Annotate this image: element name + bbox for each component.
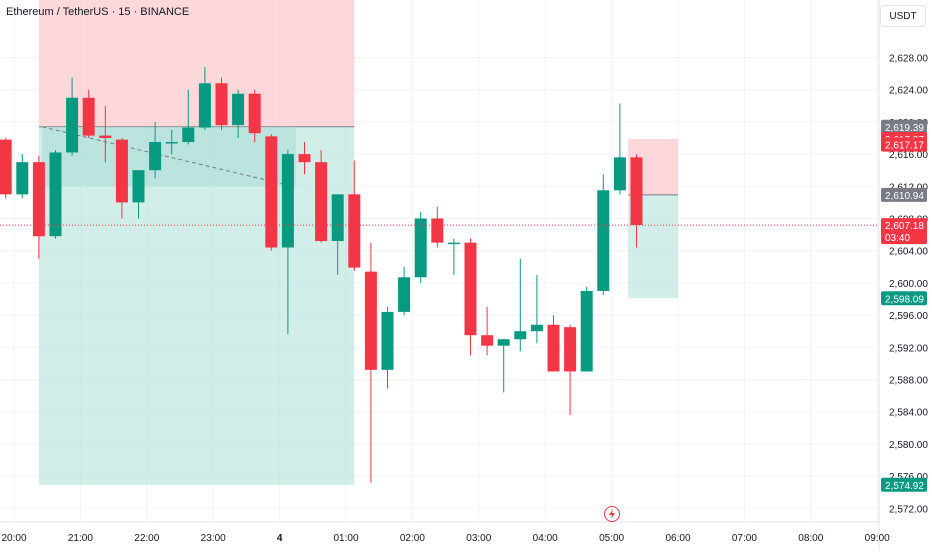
y-tick-label: 2,624.00 (889, 86, 928, 97)
x-tick-label: 03:00 (466, 533, 491, 544)
x-tick-label: 05:00 (599, 533, 624, 544)
candle-body[interactable] (49, 152, 62, 237)
candle-body[interactable] (232, 93, 245, 126)
candle-body[interactable] (16, 162, 29, 195)
x-tick-label: 06:00 (665, 533, 690, 544)
price-label-badge (881, 137, 927, 152)
candle-body[interactable] (564, 327, 577, 372)
price-label-text: 2,598.09 (885, 294, 924, 305)
candle-body[interactable] (364, 271, 377, 370)
candle-body[interactable] (298, 154, 311, 163)
symbol-title[interactable]: Ethereum / TetherUS · 15 · BINANCE (6, 6, 190, 18)
y-tick-label: 2,604.00 (889, 247, 928, 258)
candle-body[interactable] (182, 127, 195, 143)
y-tick-label: 2,584.00 (889, 408, 928, 419)
price-label-badge (881, 119, 927, 134)
candle-body[interactable] (348, 194, 361, 268)
x-tick-label: 02:00 (400, 533, 425, 544)
price-label-badge (881, 477, 927, 492)
candle-body[interactable] (82, 97, 95, 136)
x-tick-label: 04:00 (533, 533, 558, 544)
lightning-icon-glyph (609, 509, 615, 519)
price-label-badge (881, 218, 927, 245)
x-tick-label: 07:00 (732, 533, 757, 544)
price-label-text: 2,574.92 (885, 481, 924, 492)
x-tick-label: 20:00 (1, 533, 26, 544)
candle-body[interactable] (331, 194, 344, 242)
y-tick-label: 2,576.00 (889, 472, 928, 483)
price-label-text: 2,617.17 (885, 141, 924, 152)
candle-body[interactable] (149, 142, 162, 171)
currency-button[interactable]: USDT (880, 5, 926, 27)
y-tick-label: 2,612.00 (889, 182, 928, 193)
take-profit-zone[interactable] (38, 126, 355, 485)
y-tick-label: 2,628.00 (889, 54, 928, 65)
x-tick-label: 01:00 (333, 533, 358, 544)
candle-body[interactable] (99, 135, 112, 138)
price-label-badge (881, 187, 927, 202)
candle-body[interactable] (398, 277, 411, 312)
price-label-text: 2,610.94 (885, 191, 924, 202)
y-tick-label: 2,572.00 (889, 504, 928, 515)
candle-body[interactable] (248, 93, 261, 134)
y-tick-label: 2,580.00 (889, 440, 928, 451)
candle-body[interactable] (630, 157, 643, 225)
x-tick-label: 4 (277, 533, 283, 544)
candle-body[interactable] (215, 83, 228, 126)
candle-body[interactable] (115, 139, 128, 203)
candle-body[interactable] (132, 170, 145, 203)
candle-body[interactable] (597, 190, 610, 291)
y-tick-label: 2,600.00 (889, 279, 928, 290)
y-tick-label: 2,588.00 (889, 376, 928, 387)
candle-body[interactable] (530, 324, 543, 332)
candle-body[interactable] (0, 139, 12, 195)
filled-profit-zone (42, 126, 297, 187)
price-label-text: 2,607.18 (885, 221, 924, 232)
candle-body[interactable] (315, 162, 328, 242)
x-tick-label: 21:00 (68, 533, 93, 544)
trade-path-line (42, 126, 293, 187)
candle-body[interactable] (431, 218, 444, 243)
candle-body[interactable] (32, 162, 45, 237)
x-tick-label: 09:00 (865, 533, 890, 544)
candle-body[interactable] (481, 335, 494, 346)
candle-body[interactable] (265, 136, 278, 248)
price-label-badge (881, 291, 927, 306)
candle-body[interactable] (66, 97, 79, 153)
candle-body[interactable] (447, 242, 460, 245)
candle-body[interactable] (580, 290, 593, 372)
y-tick-label: 2,616.00 (889, 150, 928, 161)
y-tick-label: 2,592.00 (889, 343, 928, 354)
candle-body[interactable] (464, 242, 477, 336)
price-label-text: 2,619.39 (885, 123, 924, 134)
x-tick-label: 08:00 (798, 533, 823, 544)
y-tick-label: 2,596.00 (889, 311, 928, 322)
candle-body[interactable] (165, 142, 178, 144)
countdown-text: 03:40 (885, 233, 910, 244)
candle-body[interactable] (198, 83, 211, 128)
candle-body[interactable] (514, 331, 527, 340)
candle-body[interactable] (547, 324, 560, 372)
x-tick-label: 22:00 (134, 533, 159, 544)
candle-body[interactable] (414, 218, 427, 278)
candle-body[interactable] (281, 154, 294, 248)
candle-body[interactable] (613, 157, 626, 191)
candle-body[interactable] (381, 311, 394, 370)
candle-body[interactable] (497, 339, 510, 346)
x-tick-label: 23:00 (201, 533, 226, 544)
